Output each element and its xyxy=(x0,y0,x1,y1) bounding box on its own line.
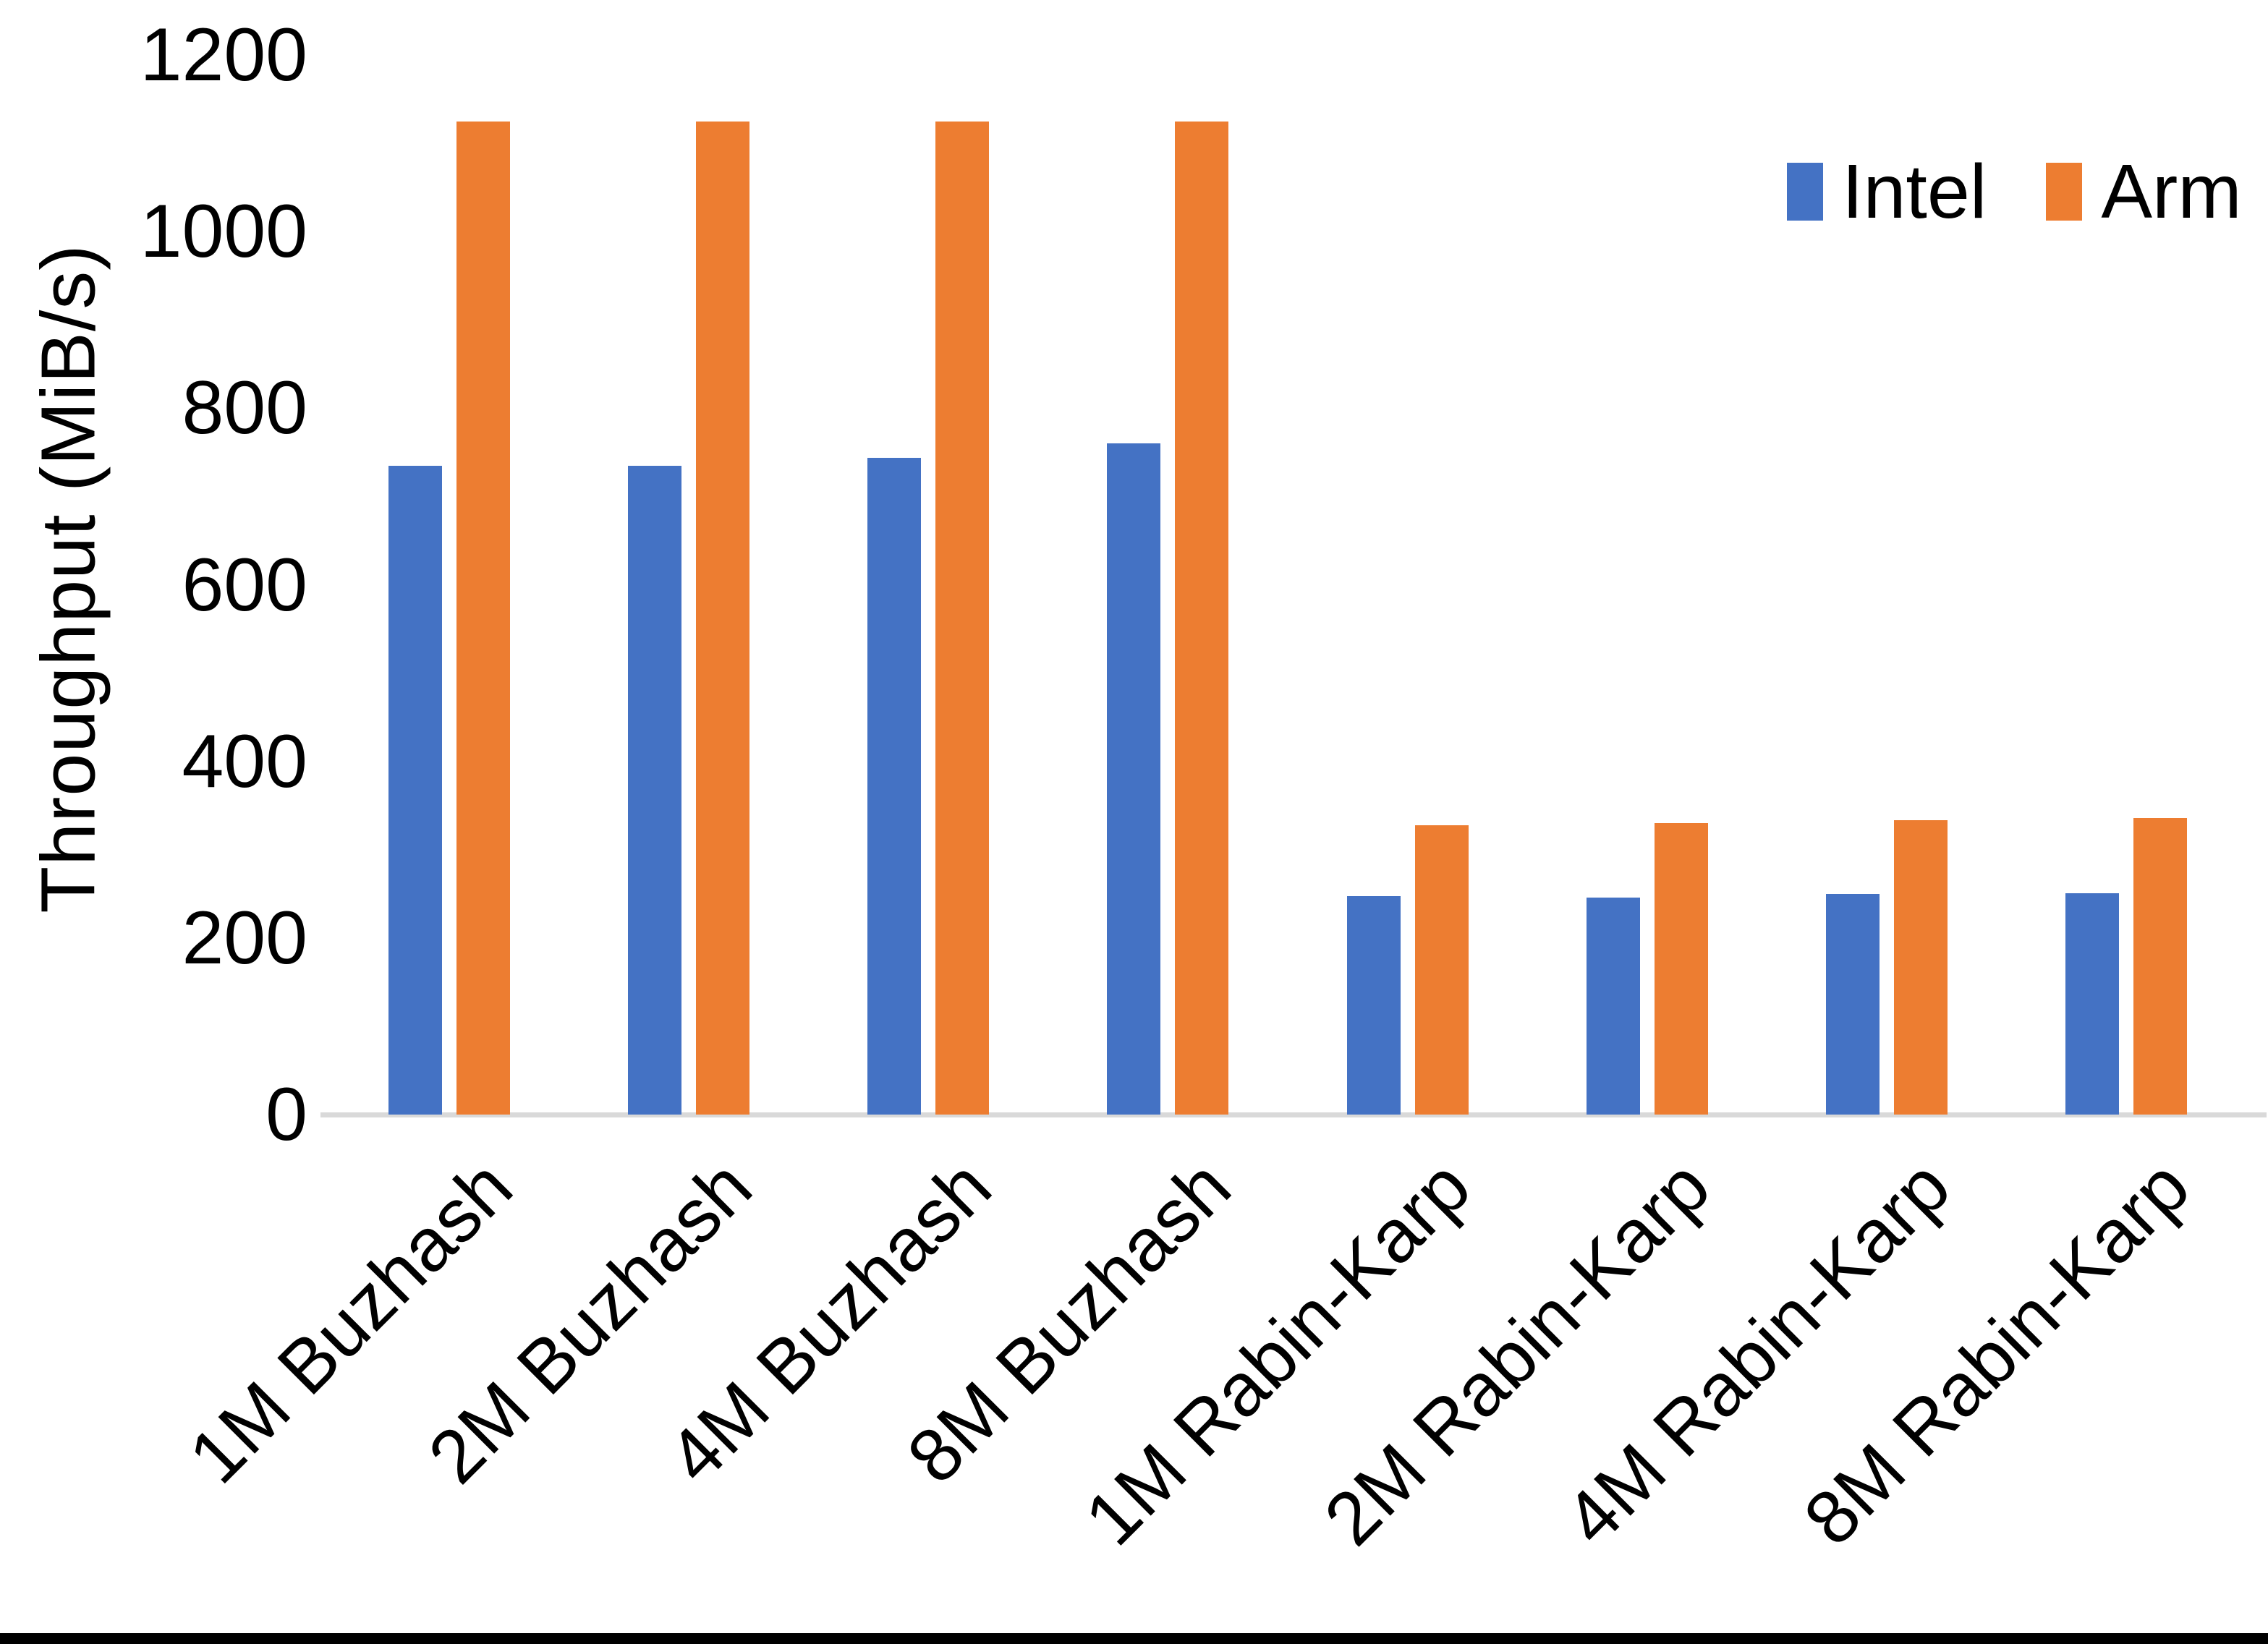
legend-entry-arm: Arm xyxy=(2046,149,2242,234)
y-tick-label-600: 600 xyxy=(182,542,307,627)
bar-group-4m-rabin-karp xyxy=(1767,55,2007,1115)
bar-intel-2m-buzhash xyxy=(627,465,681,1115)
bar-group-8m-buzhash xyxy=(1048,55,1288,1115)
bar-group-8m-rabin-karp xyxy=(2007,55,2246,1115)
y-tick-label-400: 400 xyxy=(182,719,307,804)
bar-intel-1m-buzhash xyxy=(388,465,442,1115)
bar-group-4m-buzhash xyxy=(809,55,1048,1115)
bar-arm-4m-rabin-karp xyxy=(1894,820,1948,1115)
bar-group-2m-buzhash xyxy=(569,55,808,1115)
legend-swatch-arm xyxy=(2046,163,2083,221)
y-tick-label-800: 800 xyxy=(182,366,307,451)
bar-arm-8m-rabin-karp xyxy=(2133,817,2188,1115)
bar-intel-2m-rabin-karp xyxy=(1586,897,1640,1115)
bar-arm-2m-rabin-karp xyxy=(1654,823,1708,1115)
legend-swatch-intel xyxy=(1787,163,1823,221)
bar-arm-4m-buzhash xyxy=(935,121,990,1115)
legend: Intel Arm xyxy=(1787,153,2242,230)
legend-label-arm: Arm xyxy=(2101,149,2242,234)
bar-arm-1m-rabin-karp xyxy=(1414,825,1469,1115)
legend-label-intel: Intel xyxy=(1842,149,1987,234)
bar-intel-8m-buzhash xyxy=(1107,443,1161,1115)
y-tick-label-0: 0 xyxy=(266,1073,307,1157)
bar-arm-1m-buzhash xyxy=(456,121,510,1115)
plot-area xyxy=(320,55,2267,1117)
bar-arm-8m-buzhash xyxy=(1175,121,1229,1115)
bar-arm-2m-buzhash xyxy=(695,121,749,1115)
bar-intel-4m-rabin-karp xyxy=(1826,893,1880,1115)
bar-group-1m-rabin-karp xyxy=(1288,55,1527,1115)
bar-intel-1m-rabin-karp xyxy=(1346,896,1401,1115)
legend-entry-intel: Intel xyxy=(1787,153,1987,230)
y-tick-label-1000: 1000 xyxy=(140,189,307,274)
bar-intel-4m-buzhash xyxy=(867,457,922,1115)
y-tick-label-200: 200 xyxy=(182,895,307,980)
bar-group-1m-buzhash xyxy=(329,55,569,1115)
y-tick-label-1200: 1200 xyxy=(140,13,307,97)
window-bottom-edge xyxy=(0,1633,2268,1644)
bar-group-2m-rabin-karp xyxy=(1527,55,1767,1115)
x-axis-line xyxy=(320,1112,2267,1117)
bar-intel-8m-rabin-karp xyxy=(2065,893,2120,1115)
